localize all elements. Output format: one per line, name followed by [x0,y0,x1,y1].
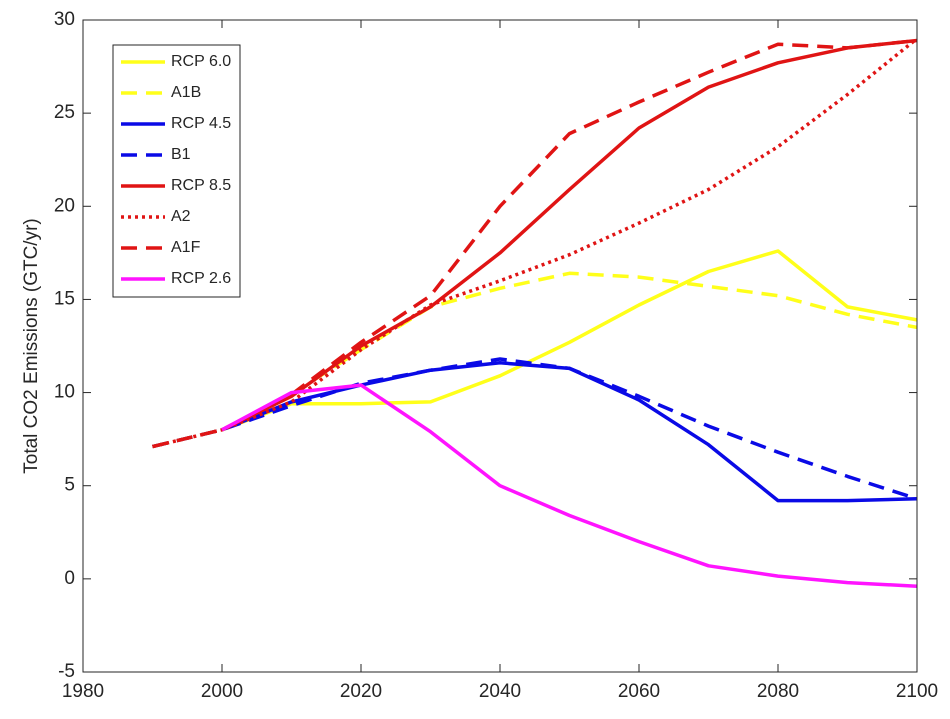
series-line [221,361,918,503]
x-tick-label: 2080 [757,681,799,702]
legend-label: RCP 6.0 [171,53,231,70]
legend: RCP 6.0 A1B RCP 4.5 B1 RCP 8.5 A2 A1F RCP 2.6 [112,44,241,298]
series-line [152,357,918,501]
legend-label: RCP 4.5 [171,115,231,132]
legend-label: B1 [171,146,191,163]
x-tick-label: 2000 [201,681,243,702]
legend-label: A1F [171,239,201,256]
series-line [221,383,918,589]
y-tick-label: 15 [54,288,75,309]
x-tick-label: 2100 [896,681,938,702]
y-tick-label: -5 [58,661,75,682]
y-tick-label: 25 [54,102,75,123]
y-tick-label: 5 [64,475,75,496]
legend-label: A2 [171,208,191,225]
legend-box [112,44,241,298]
legend-label: RCP 2.6 [171,270,231,287]
plot-frame [82,19,918,673]
x-tick-label: 2040 [479,681,521,702]
x-tick-label: 2060 [618,681,660,702]
x-tick-label: 1980 [62,681,104,702]
x-tick-label: 2020 [340,681,382,702]
y-tick-label: 10 [54,382,75,403]
series-line [152,38,918,449]
legend-label: A1B [171,84,201,101]
series-line [152,37,919,449]
series-line [221,38,918,432]
y-tick-label: 0 [64,568,75,589]
y-axis-label: Total CO2 Emissions (GTC/yr) [21,218,42,473]
legend-label: RCP 8.5 [171,177,231,194]
y-tick-label: 20 [54,195,75,216]
y-tick-label: 30 [54,9,75,30]
series-line [221,249,918,432]
